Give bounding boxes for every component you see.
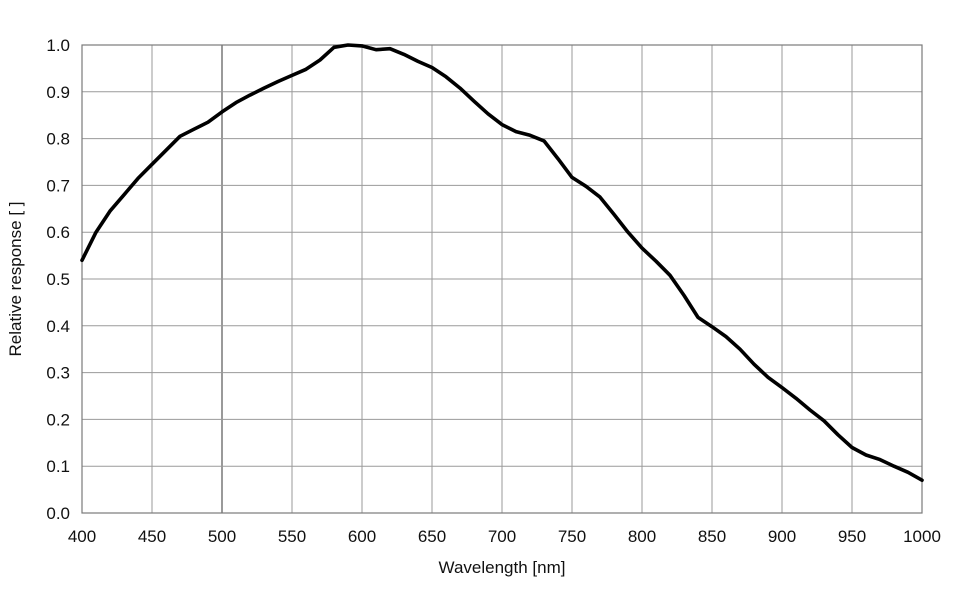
x-tick-label: 850 xyxy=(698,527,726,546)
y-tick-label: 0.6 xyxy=(46,223,70,242)
x-tick-label: 400 xyxy=(68,527,96,546)
x-tick-label: 950 xyxy=(838,527,866,546)
y-tick-label: 1.0 xyxy=(46,36,70,55)
y-tick-label: 0.1 xyxy=(46,457,70,476)
x-axis-ticks: 400 450 500 550 600 650 700 750 800 850 900 950 1000 xyxy=(68,527,941,546)
y-tick-label: 0.2 xyxy=(46,410,70,429)
y-axis-ticks: 0.0 0.1 0.2 0.3 0.4 0.5 0.6 0.7 0.8 0.9 1.0 xyxy=(46,36,70,523)
grid xyxy=(81,44,923,514)
x-tick-label: 500 xyxy=(208,527,236,546)
x-tick-label: 800 xyxy=(628,527,656,546)
series-line-relative-response xyxy=(80,43,924,482)
x-tick-label: 600 xyxy=(348,527,376,546)
y-tick-label: 0.3 xyxy=(46,364,70,383)
x-axis-title: Wavelength [nm] xyxy=(439,558,566,577)
y-tick-label: 0.9 xyxy=(46,83,70,102)
x-tick-label: 650 xyxy=(418,527,446,546)
y-tick-label: 0.4 xyxy=(46,317,70,336)
y-tick-label: 0.5 xyxy=(46,270,70,289)
x-tick-label: 450 xyxy=(138,527,166,546)
y-axis-title: Relative response [ ] xyxy=(6,202,25,357)
y-tick-label: 0.0 xyxy=(46,504,70,523)
x-tick-label: 550 xyxy=(278,527,306,546)
y-tick-label: 0.8 xyxy=(46,130,70,149)
x-tick-label: 900 xyxy=(768,527,796,546)
x-tick-label: 700 xyxy=(488,527,516,546)
x-tick-label: 1000 xyxy=(903,527,941,546)
plot-frame xyxy=(81,44,923,514)
x-tick-label: 750 xyxy=(558,527,586,546)
y-tick-label: 0.7 xyxy=(46,176,70,195)
